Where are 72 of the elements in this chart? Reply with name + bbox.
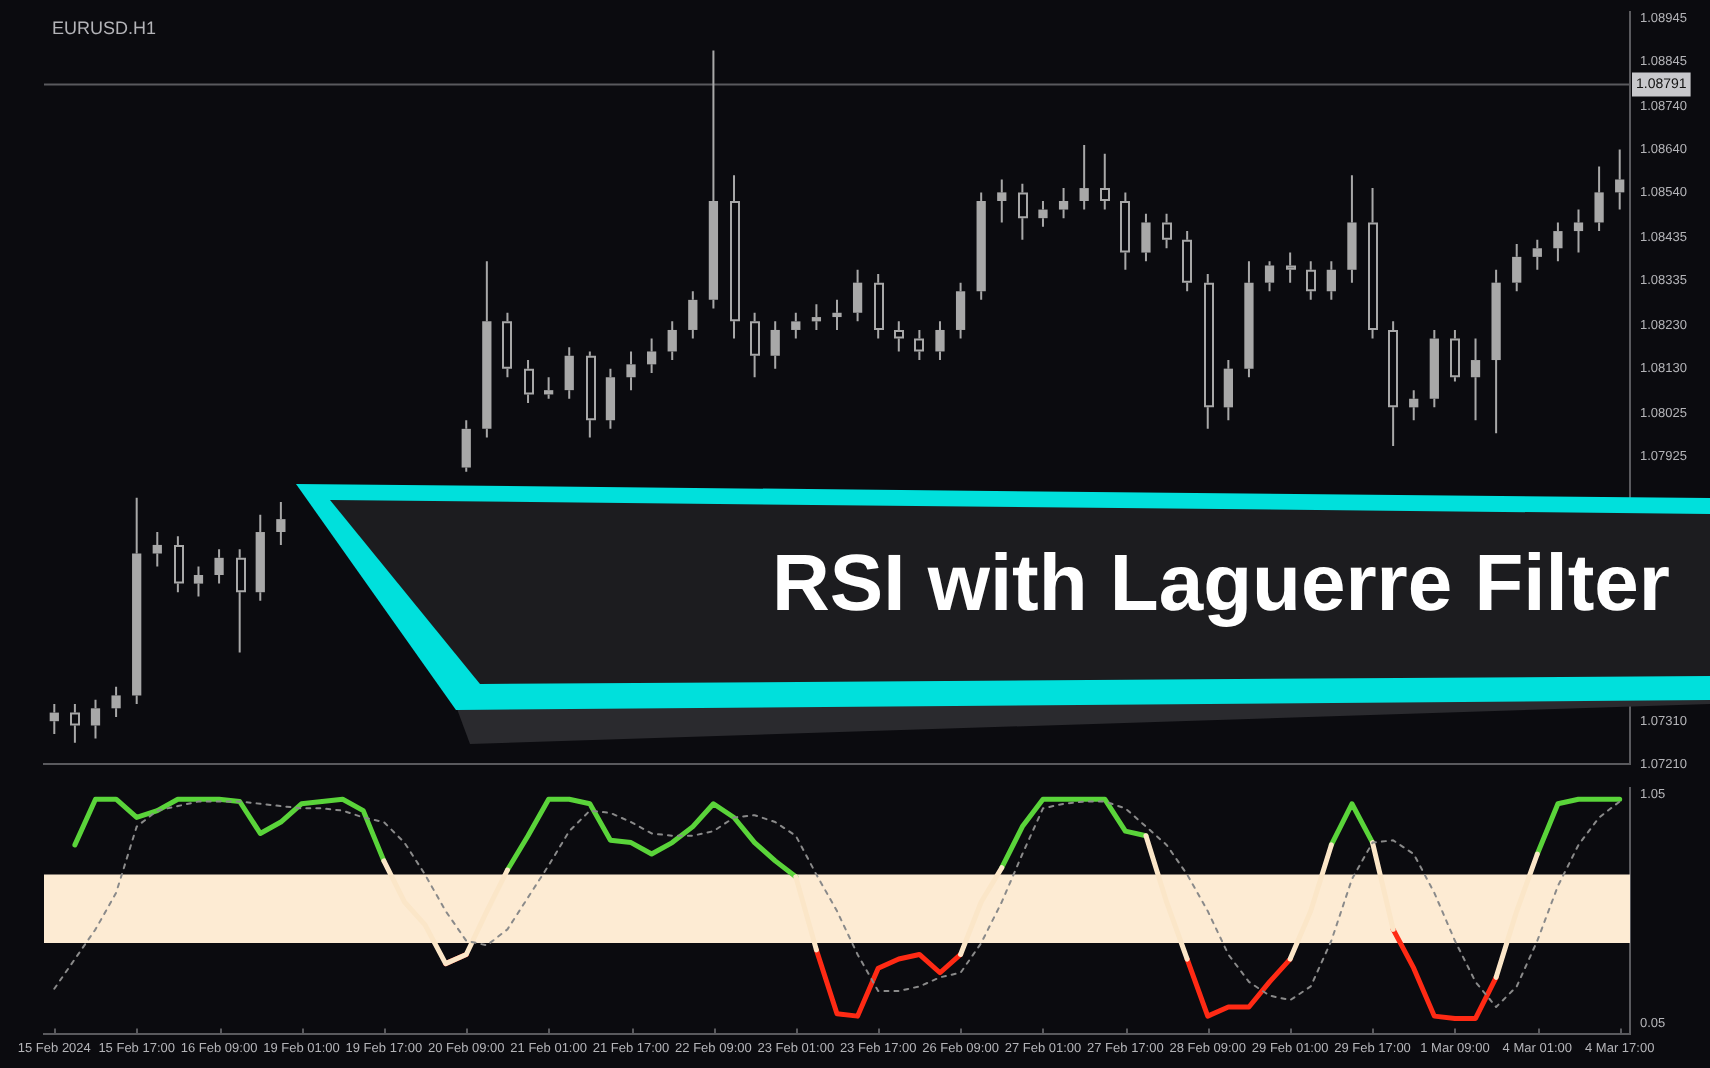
candlestick — [461, 419, 471, 473]
candlestick — [605, 367, 616, 430]
candlestick — [1141, 212, 1151, 263]
candlestick — [852, 268, 863, 323]
candlestick — [667, 320, 677, 362]
candlestick — [174, 535, 184, 594]
candlestick — [894, 320, 904, 353]
candlestick — [997, 178, 1007, 224]
candlestick — [70, 703, 80, 744]
candlestick — [708, 49, 719, 310]
candlestick — [214, 548, 224, 585]
candlestick — [811, 303, 822, 331]
candlestick — [90, 698, 101, 740]
candlestick — [111, 685, 121, 718]
candlestick — [1388, 320, 1398, 448]
candlestick — [1553, 221, 1563, 263]
candlestick — [236, 548, 246, 654]
candlestick — [482, 260, 492, 439]
candlestick — [914, 328, 924, 362]
candlestick — [791, 311, 801, 340]
candlestick — [1038, 199, 1048, 228]
candlestick — [1162, 212, 1172, 250]
candlestick — [1512, 242, 1522, 293]
candlestick — [1100, 152, 1110, 211]
candlestick — [524, 359, 534, 405]
candlestick — [255, 513, 265, 602]
candlestick — [193, 565, 204, 598]
candlestick — [132, 496, 142, 706]
candlestick — [1204, 273, 1214, 430]
candlestick — [502, 311, 512, 379]
candlestick — [1018, 182, 1028, 241]
candlestick — [646, 337, 657, 374]
candlestick — [1058, 187, 1069, 220]
candlestick — [874, 273, 884, 340]
candlestick — [1182, 230, 1192, 293]
candlestick — [626, 350, 636, 392]
candlestick — [955, 281, 966, 340]
candlestick — [1223, 359, 1233, 422]
candlestick — [1491, 268, 1501, 435]
candlestick — [730, 174, 740, 340]
candlestick — [564, 346, 574, 400]
candlestick — [1244, 260, 1254, 379]
candlestick — [1450, 328, 1460, 383]
candlestick — [1532, 238, 1542, 271]
candlestick — [1615, 148, 1625, 211]
candlestick — [49, 703, 59, 736]
text: RSI with Laguerre Filter — [770, 540, 1670, 630]
candlestick — [1470, 337, 1481, 422]
candlestick — [1429, 328, 1439, 409]
candlestick — [688, 290, 698, 340]
candlestick — [1120, 191, 1130, 271]
candlestick — [1286, 251, 1296, 284]
candlestick — [1409, 389, 1419, 422]
candlestick — [1326, 260, 1336, 301]
candlestick — [276, 500, 286, 546]
candlestick — [1079, 144, 1089, 211]
candlestick — [586, 350, 596, 439]
candlestick — [1306, 260, 1316, 301]
candlestick — [750, 311, 760, 379]
candlestick — [1573, 208, 1584, 254]
line-series — [53, 800, 1621, 1008]
candlestick — [935, 320, 945, 362]
candlestick — [832, 298, 842, 331]
candlestick — [1264, 260, 1275, 293]
candlestick — [544, 376, 554, 400]
candlestick — [976, 191, 986, 301]
candlestick — [152, 531, 162, 568]
candlestick — [1368, 187, 1378, 340]
candlestick — [1594, 165, 1604, 233]
annotation: EURUSD.H1 — [52, 17, 157, 38]
candlestick — [770, 320, 780, 370]
candlestick — [1347, 174, 1357, 284]
